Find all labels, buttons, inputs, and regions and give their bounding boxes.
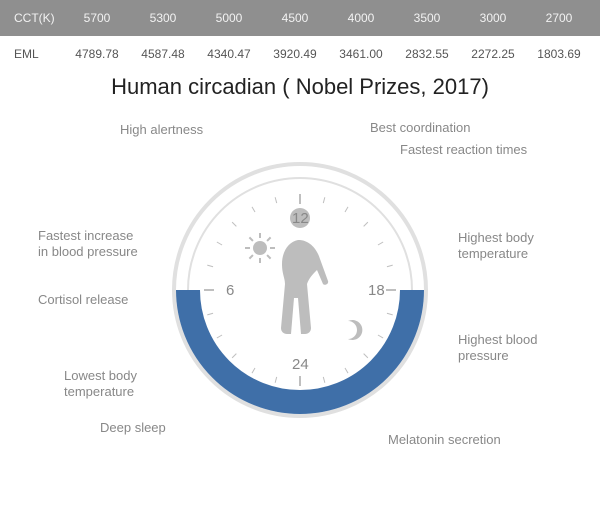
clock-num-12: 12 — [292, 210, 309, 227]
clock-num-24: 24 — [292, 356, 309, 373]
ann-fastest-bp-increase: Fastest increase in blood pressure — [38, 228, 138, 261]
eml-value: 4587.48 — [130, 47, 196, 61]
ann-lowest-body-temp: Lowest body temperature — [64, 368, 137, 401]
eml-value: 3920.49 — [262, 47, 328, 61]
ann-fastest-reaction: Fastest reaction times — [400, 142, 527, 158]
ann-highest-blood-pressure: Highest blood pressure — [458, 332, 538, 365]
cct-eml-table: CCT(K) 57005300500045004000350030002700 … — [0, 0, 600, 72]
eml-value: 3461.00 — [328, 47, 394, 61]
eml-value: 2832.55 — [394, 47, 460, 61]
eml-value: 4340.47 — [196, 47, 262, 61]
eml-row: EML 4789.784587.484340.473920.493461.002… — [0, 36, 600, 72]
eml-value: 2272.25 — [460, 47, 526, 61]
cct-value: 5000 — [196, 11, 262, 25]
cct-value: 5700 — [64, 11, 130, 25]
cct-label: CCT(K) — [8, 11, 64, 25]
circadian-clock: 12 18 24 6 High alertness Best coordinat… — [0, 100, 600, 480]
ann-deep-sleep: Deep sleep — [100, 420, 166, 436]
cct-value: 2700 — [526, 11, 592, 25]
eml-value: 4789.78 — [64, 47, 130, 61]
page-title: Human circadian ( Nobel Prizes, 2017) — [0, 74, 600, 100]
cct-header-row: CCT(K) 57005300500045004000350030002700 — [0, 0, 600, 36]
clock-svg — [170, 160, 430, 420]
clock-num-6: 6 — [226, 282, 234, 299]
eml-label: EML — [8, 47, 64, 61]
cct-value: 4500 — [262, 11, 328, 25]
ann-highest-body-temp: Highest body temperature — [458, 230, 534, 263]
ann-high-alertness: High alertness — [120, 122, 203, 138]
ann-best-coordination: Best coordination — [370, 120, 470, 136]
clock-num-18: 18 — [368, 282, 385, 299]
cct-value: 3500 — [394, 11, 460, 25]
ann-cortisol: Cortisol release — [38, 292, 128, 308]
cct-value: 3000 — [460, 11, 526, 25]
cct-value: 4000 — [328, 11, 394, 25]
cct-value: 5300 — [130, 11, 196, 25]
eml-value: 1803.69 — [526, 47, 592, 61]
ann-melatonin: Melatonin secretion — [388, 432, 501, 448]
